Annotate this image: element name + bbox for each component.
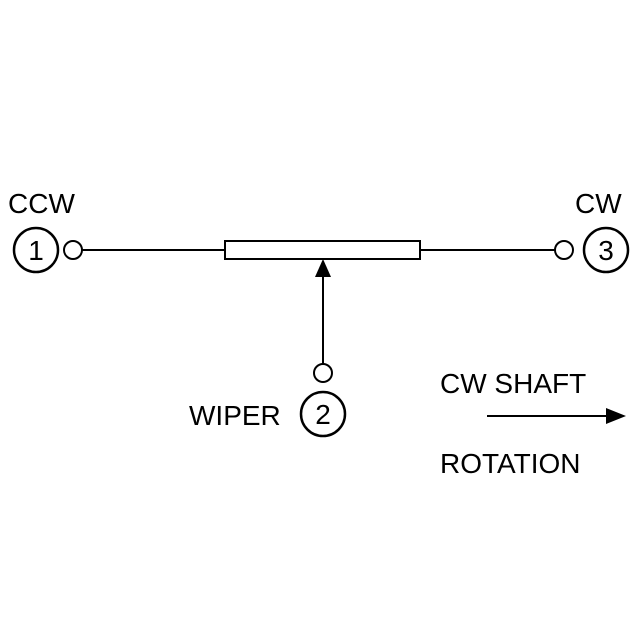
terminal-2-node <box>314 364 332 382</box>
schematic-diagram: 1 3 2 CCW CW WIPER CW SHAFT ROTATION <box>0 0 640 640</box>
resistor-body <box>225 241 420 259</box>
wiper-label: WIPER <box>189 400 281 432</box>
cw-label: CW <box>575 188 622 220</box>
schematic-svg: 1 3 2 <box>0 0 640 640</box>
rotation-label-line1: CW SHAFT <box>440 368 586 400</box>
rotation-arrowhead <box>606 408 626 424</box>
ccw-label: CCW <box>8 188 75 220</box>
terminal-1-number: 1 <box>28 235 44 266</box>
terminal-3-number: 3 <box>598 235 614 266</box>
terminal-1-node <box>64 241 82 259</box>
rotation-label-line2: ROTATION <box>440 448 581 480</box>
wiper-arrowhead <box>315 259 331 277</box>
terminal-2-number: 2 <box>315 399 331 430</box>
terminal-3-node <box>555 241 573 259</box>
